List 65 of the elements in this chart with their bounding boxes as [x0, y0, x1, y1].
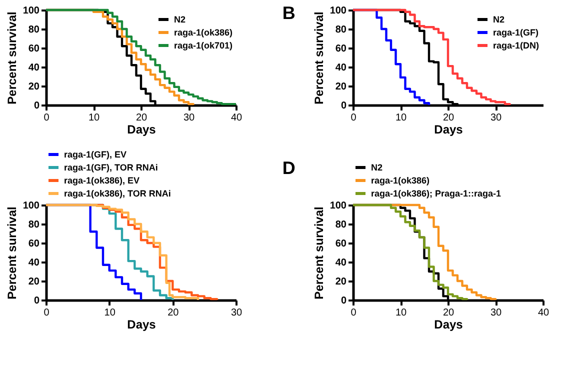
y-tick-label: 0 — [34, 100, 40, 112]
x-tick-label: 30 — [490, 112, 502, 124]
y-tick-label: 100 — [330, 200, 347, 212]
x-tick-label: 10 — [395, 308, 407, 318]
legend-label: raga-1(GF) — [493, 28, 539, 38]
y-tick-label: 20 — [28, 82, 40, 92]
y-tick-label: 60 — [28, 44, 40, 54]
legend-label: raga-1(ok386) — [174, 28, 233, 38]
legend-label: N2 — [371, 162, 383, 172]
y-tick-label: 20 — [335, 276, 347, 288]
x-tick-label: 10 — [395, 112, 407, 124]
x-tick-label: 20 — [136, 112, 148, 124]
y-tick-label: 80 — [335, 220, 347, 230]
x-tick-label: 20 — [442, 112, 454, 124]
legend-label: raga-1(ok386), EV — [64, 176, 140, 186]
y-tick-label: 40 — [28, 62, 40, 74]
y-tick-label: 40 — [28, 258, 40, 268]
legend-label: raga-1(ok386); Praga-1::raga-1 — [371, 188, 502, 198]
x-tick-label: 0 — [350, 308, 357, 318]
x-axis-title: Days — [434, 318, 464, 332]
y-axis-title: Percent survival — [312, 206, 326, 300]
y-axis-title: Percent survival — [4, 12, 19, 104]
x-axis-title: Days — [127, 122, 156, 136]
y-tick-label: 20 — [28, 276, 40, 288]
y-tick-label: 60 — [335, 238, 347, 250]
legend-label: raga-1(GF), TOR RNAi — [64, 162, 158, 172]
chart-title: B — [282, 3, 296, 23]
legend-label: raga-1(ok386), TOR RNAi — [64, 188, 171, 198]
x-tick-label: 30 — [183, 112, 195, 124]
y-axis-title: Percent survival — [312, 12, 326, 104]
y-axis-title: Percent survival — [4, 206, 19, 300]
y-tick-label: 60 — [28, 238, 40, 250]
y-tick-label: 80 — [28, 220, 40, 230]
x-tick-label: 10 — [104, 308, 116, 318]
y-tick-label: 80 — [28, 24, 40, 36]
legend-label: N2 — [493, 14, 505, 24]
chart-title: D — [282, 158, 296, 178]
y-tick-label: 100 — [330, 6, 347, 16]
x-tick-label: 20 — [168, 308, 180, 318]
y-tick-label: 0 — [340, 100, 347, 112]
legend-label: raga-1(DN) — [493, 40, 540, 50]
y-tick-label: 20 — [335, 82, 347, 92]
legend-label: raga-1(ok701) — [174, 40, 233, 50]
x-tick-label: 40 — [538, 308, 550, 318]
y-tick-label: 100 — [22, 6, 40, 16]
y-tick-label: 80 — [335, 24, 347, 36]
y-tick-label: 0 — [34, 296, 40, 306]
x-tick-label: 40 — [230, 112, 242, 124]
legend-label: N2 — [174, 14, 186, 24]
x-axis-title: Days — [127, 318, 156, 332]
y-tick-label: 0 — [340, 296, 347, 306]
legend-label: raga-1(GF), EV — [64, 150, 127, 160]
y-tick-label: 40 — [335, 62, 347, 74]
x-tick-label: 30 — [230, 308, 242, 318]
x-tick-label: 0 — [350, 112, 357, 124]
y-tick-label: 60 — [335, 44, 347, 54]
y-tick-label: 100 — [22, 200, 40, 212]
x-tick-label: 0 — [44, 112, 50, 124]
x-axis-title: Days — [434, 122, 464, 136]
x-tick-label: 20 — [442, 308, 454, 318]
x-tick-label: 0 — [44, 308, 50, 318]
x-tick-label: 30 — [490, 308, 502, 318]
y-tick-label: 40 — [335, 258, 347, 268]
legend-label: raga-1(ok386) — [371, 176, 430, 186]
x-tick-label: 10 — [88, 112, 100, 124]
